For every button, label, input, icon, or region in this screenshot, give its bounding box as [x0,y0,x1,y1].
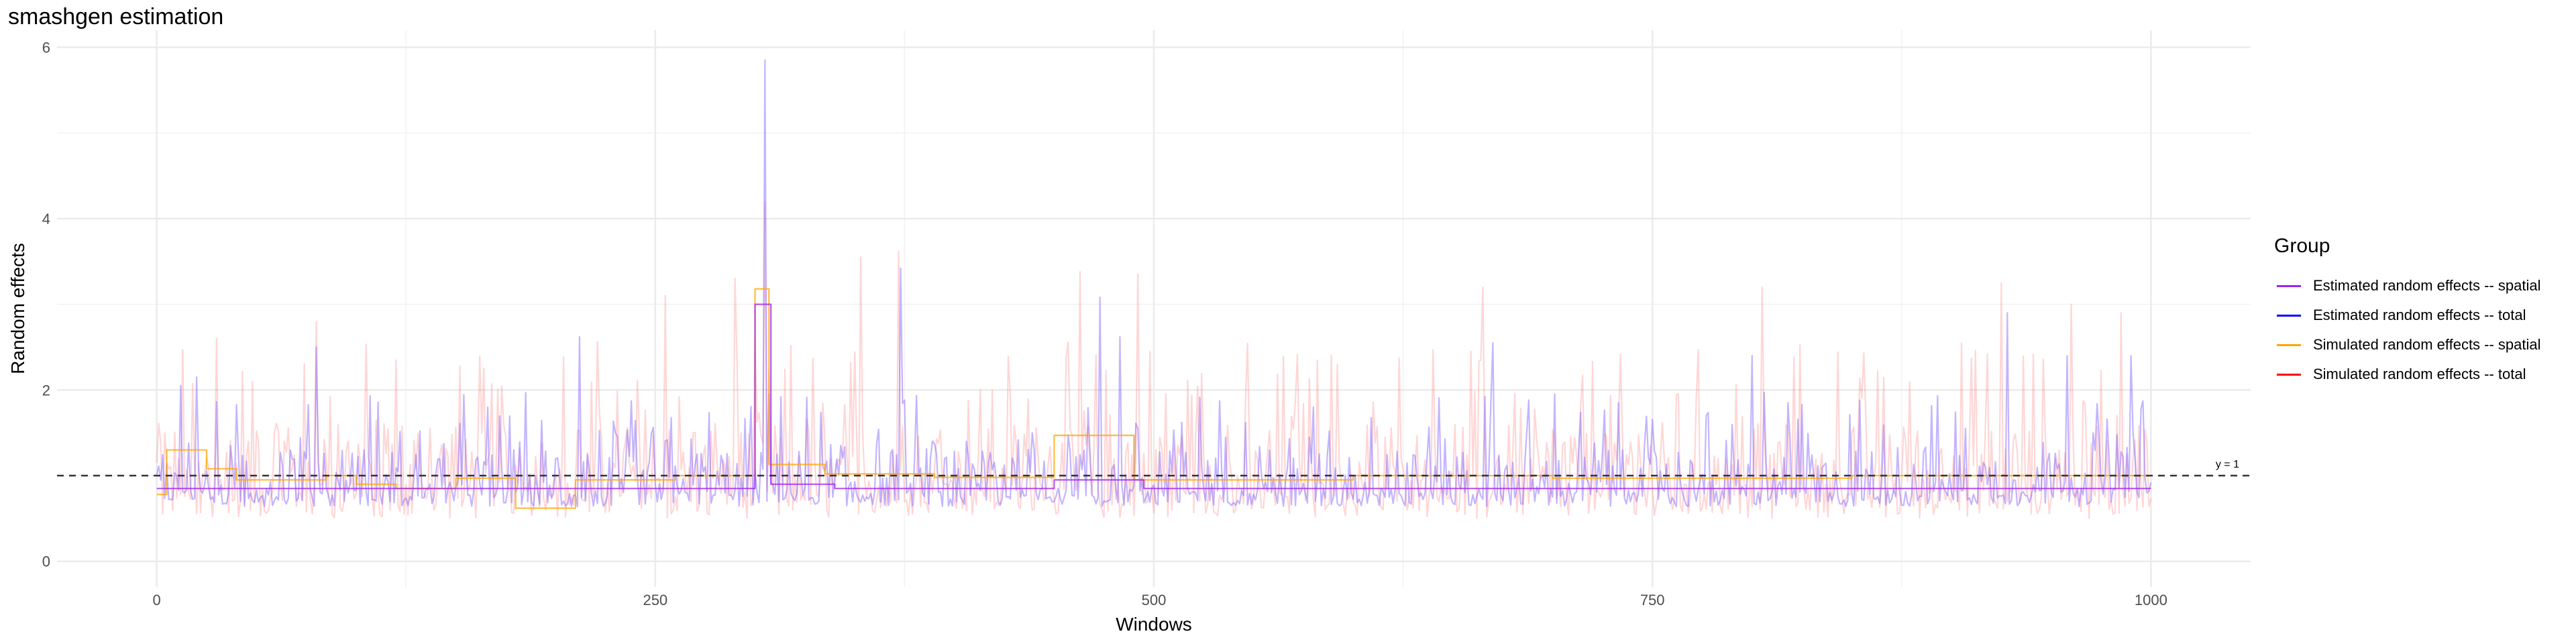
legend-item: Simulated random effects -- spatial [2274,330,2541,360]
legend-item: Simulated random effects -- total [2274,360,2541,389]
legend-swatch [2277,315,2301,317]
series-line [156,201,2152,519]
legend-swatch [2277,344,2301,346]
legend-item: Estimated random effects -- spatial [2274,271,2541,301]
y-tick-label: 6 [42,40,50,56]
legend-swatch [2277,285,2301,287]
x-tick-label: 750 [1640,592,1665,608]
reference-line-group: y = 1 [57,459,2251,477]
series-line [156,288,2151,509]
y-tick-label: 2 [42,382,50,398]
legend-swatch [2277,374,2301,376]
legend-key [2274,360,2304,389]
legend-item: Estimated random effects -- total [2274,301,2541,330]
legend-label: Estimated random effects -- spatial [2313,277,2541,294]
series-line [156,303,2151,490]
x-tick-label: 0 [153,592,161,608]
legend-label: Simulated random effects -- spatial [2313,336,2541,353]
y-tick-label: 0 [42,553,50,570]
legend-key [2274,330,2304,360]
tick-labels: 0 250 500 750 1000 0 2 4 6 [42,40,2167,608]
legend-key [2274,301,2304,330]
chart-title: smashgen estimation [8,4,224,30]
y-tick-label: 4 [42,211,50,227]
legend-title: Group [2274,235,2330,257]
legend-key [2274,271,2304,301]
legend-label: Simulated random effects -- total [2313,366,2526,382]
y-axis-label: Random effects [7,243,28,374]
x-tick-label: 250 [643,592,667,608]
legend: Group Estimated random effects -- spatia… [2274,235,2541,389]
series-lines [156,59,2152,519]
legend-label: Estimated random effects -- total [2313,307,2526,323]
x-tick-label: 1000 [2135,592,2167,608]
x-tick-label: 500 [1142,592,1167,608]
reference-line-label: y = 1 [2216,459,2239,470]
x-axis-label: Windows [1116,614,1192,635]
major-gridlines [57,30,2251,587]
